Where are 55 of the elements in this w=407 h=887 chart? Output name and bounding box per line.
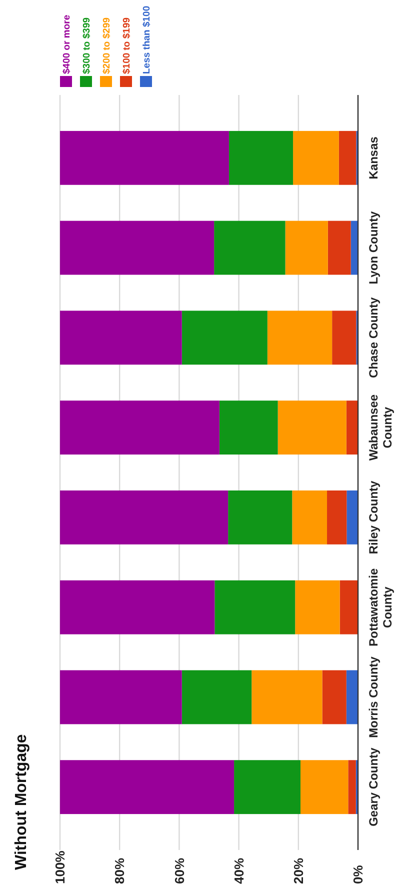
- x-tick-label: 60%: [172, 858, 187, 884]
- bar: [285, 220, 328, 275]
- bar: [214, 220, 286, 275]
- text: $200 to $299: [101, 17, 112, 74]
- bar: [182, 310, 268, 365]
- bar: [60, 130, 229, 185]
- y-tick-label: Geary County: [366, 747, 380, 826]
- bar: [60, 580, 215, 634]
- bar: [267, 310, 332, 365]
- x-tick-label: 40%: [231, 858, 246, 884]
- x-tick-label: 100%: [52, 850, 68, 884]
- bar: [228, 130, 294, 185]
- bar: [182, 670, 252, 724]
- bar: [60, 490, 228, 544]
- bar: [292, 490, 328, 544]
- bar: [234, 760, 300, 814]
- y-tick-label: Lyon County: [366, 211, 380, 284]
- bar: [327, 490, 347, 544]
- bar: [295, 580, 340, 634]
- x-tick-label: 80%: [112, 858, 128, 884]
- text: Without Mortgage: [13, 734, 30, 870]
- text: $300 to $399: [81, 17, 92, 74]
- bar: [214, 580, 296, 634]
- x-tick-label: 20%: [290, 858, 306, 884]
- bar: [228, 490, 292, 544]
- y-tick-label: Riley County: [366, 480, 380, 554]
- bar: [346, 400, 358, 455]
- bar: [278, 400, 346, 455]
- y-tick-label: Kansas: [366, 136, 380, 180]
- bar: [252, 670, 322, 724]
- y-tick-label: Morris County: [366, 656, 380, 738]
- bar: [293, 130, 339, 185]
- text: Less than $100: [141, 6, 152, 74]
- text: $400 or more: [61, 14, 72, 74]
- bar: [340, 580, 358, 634]
- bar: [328, 220, 351, 275]
- bar: [350, 220, 358, 275]
- bar: [219, 400, 278, 455]
- y-tick-label: Pottawatomie County: [366, 568, 394, 646]
- bar: [300, 760, 348, 814]
- bar: [346, 670, 358, 724]
- y-tick-label: Wabaunsee County: [366, 394, 394, 461]
- bar: [348, 760, 356, 814]
- bar: [60, 670, 182, 724]
- bar: [60, 760, 234, 814]
- bar: [346, 490, 358, 544]
- bar: [60, 310, 182, 365]
- bar: [322, 670, 346, 724]
- y-tick-label: Chase County: [366, 297, 380, 378]
- text: $100 to $199: [121, 17, 132, 74]
- bar: [338, 130, 356, 185]
- bar: [332, 310, 356, 365]
- bar: [60, 400, 220, 455]
- bar: [60, 220, 214, 275]
- x-tick-label: 0%: [350, 864, 366, 884]
